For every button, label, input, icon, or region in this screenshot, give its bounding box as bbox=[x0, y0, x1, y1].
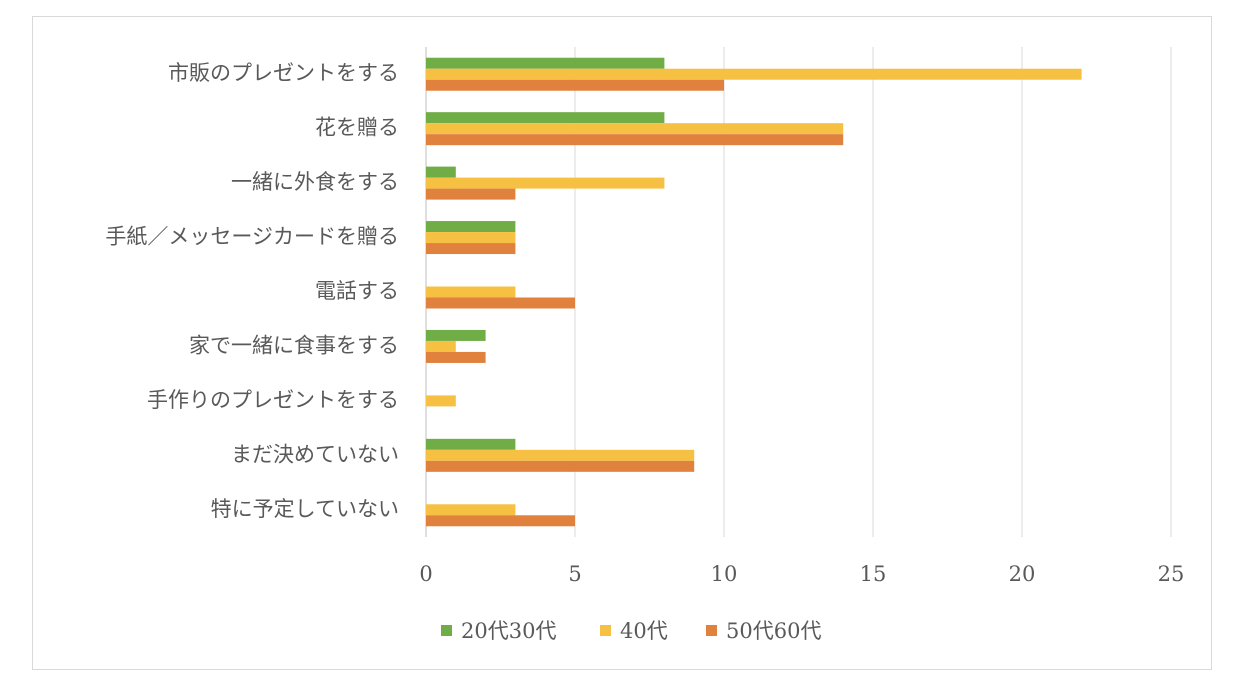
x-tick-label: 10 bbox=[711, 562, 738, 586]
bar bbox=[426, 232, 516, 244]
legend-swatch bbox=[600, 625, 611, 636]
x-tick-label: 25 bbox=[1158, 562, 1185, 586]
x-tick-label: 15 bbox=[860, 562, 887, 586]
category-label: 電話する bbox=[315, 279, 399, 303]
bar bbox=[426, 449, 695, 461]
legend-swatch bbox=[706, 625, 717, 636]
bar bbox=[426, 395, 456, 407]
legend-label: 20代30代 bbox=[461, 619, 556, 643]
bar bbox=[426, 286, 516, 298]
legend-swatch bbox=[441, 625, 452, 636]
category-label: 一緒に外食をする bbox=[231, 170, 399, 194]
bar bbox=[426, 123, 844, 135]
x-axis-tick-labels: 0 5 10 15 20 25 bbox=[419, 562, 1184, 586]
category-label: 特に予定していない bbox=[211, 497, 399, 521]
bar bbox=[426, 515, 575, 527]
bar bbox=[426, 438, 516, 450]
category-label: 手作りのプレゼントをする bbox=[147, 388, 399, 412]
bar bbox=[426, 460, 695, 472]
category-label: まだ決めていない bbox=[231, 442, 399, 466]
bar-chart: 市販のプレゼントをする花を贈る一緒に外食をする手紙／メッセージカードを贈る電話す… bbox=[105, 47, 1184, 643]
bar bbox=[426, 166, 456, 178]
bar bbox=[426, 340, 456, 352]
chart-frame: 市販のプレゼントをする花を贈る一緒に外食をする手紙／メッセージカードを贈る電話す… bbox=[32, 16, 1212, 670]
legend-label: 50代60代 bbox=[726, 619, 821, 643]
category-labels: 市販のプレゼントをする花を贈る一緒に外食をする手紙／メッセージカードを贈る電話す… bbox=[105, 61, 399, 521]
bar bbox=[426, 68, 1082, 80]
legend: 20代30代 40代 50代60代 bbox=[441, 619, 821, 643]
category-label: 手紙／メッセージカードを贈る bbox=[105, 225, 399, 249]
bar bbox=[426, 134, 844, 146]
bar bbox=[426, 297, 575, 309]
x-tick-label: 20 bbox=[1009, 562, 1036, 586]
bar bbox=[426, 243, 516, 255]
bar bbox=[426, 79, 724, 91]
x-tick-label: 0 bbox=[419, 562, 432, 586]
bar bbox=[426, 57, 665, 69]
category-label: 花を贈る bbox=[315, 116, 399, 140]
category-label: 家で一緒に食事をする bbox=[189, 333, 399, 357]
bar bbox=[426, 351, 486, 363]
bar bbox=[426, 177, 665, 189]
bar bbox=[426, 329, 486, 341]
category-label: 市販のプレゼントをする bbox=[168, 61, 399, 85]
x-tick-label: 5 bbox=[568, 562, 581, 586]
bars bbox=[426, 57, 1082, 527]
bar bbox=[426, 221, 516, 233]
legend-label: 40代 bbox=[620, 619, 668, 643]
bar bbox=[426, 504, 516, 516]
bar bbox=[426, 188, 516, 200]
bar bbox=[426, 112, 665, 124]
